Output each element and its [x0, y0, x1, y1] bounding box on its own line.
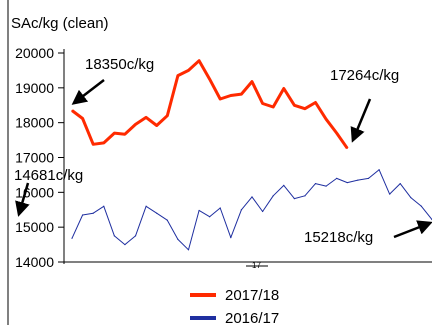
y-tick-label: 20000	[15, 45, 54, 61]
data-point	[325, 185, 327, 187]
data-point	[399, 183, 401, 185]
data-point	[177, 238, 179, 240]
y-axis-title: SAc/kg (clean)	[11, 15, 109, 32]
legend-label-2017-18: 2017/18	[225, 287, 279, 304]
annotations: 18350c/kg 17264c/kg 14681c/kg 15218c/kg	[14, 56, 432, 246]
data-point	[198, 209, 200, 212]
annotation-arrow	[71, 79, 105, 105]
data-point	[272, 195, 274, 197]
data-point	[71, 237, 73, 239]
data-point	[293, 198, 295, 200]
data-point	[293, 104, 295, 106]
data-point	[251, 196, 253, 198]
data-point	[357, 179, 359, 181]
data-point	[81, 214, 84, 216]
data-point	[134, 235, 137, 237]
y-tick-label: 14000	[15, 254, 54, 270]
data-point	[209, 216, 211, 218]
data-point	[410, 196, 412, 199]
data-point	[113, 235, 115, 237]
data-point	[113, 132, 115, 134]
data-point	[124, 243, 126, 246]
legend: 2017/18 2016/17	[190, 287, 279, 325]
annotation-arrow	[393, 220, 432, 239]
data-point	[103, 205, 105, 207]
data-point	[219, 98, 221, 100]
data-point	[251, 80, 253, 83]
data-point	[230, 237, 232, 239]
y-tick-label: 18000	[15, 115, 54, 131]
data-point	[336, 132, 338, 134]
data-point	[420, 205, 423, 207]
data-point	[187, 249, 190, 251]
data-point	[71, 109, 73, 112]
data-point	[314, 183, 317, 185]
data-point	[134, 123, 137, 126]
data-point	[240, 209, 243, 211]
y-tick-label: 15000	[15, 219, 54, 235]
y-tick-label: 17000	[15, 150, 54, 166]
data-point	[177, 75, 179, 77]
annotation-arrow	[350, 98, 372, 143]
data-point	[389, 193, 391, 195]
data-point	[336, 177, 338, 179]
data-point	[81, 117, 84, 120]
series-lines	[71, 59, 432, 251]
data-point	[378, 169, 380, 171]
data-point	[92, 143, 94, 145]
data-point	[145, 205, 147, 207]
data-point	[187, 69, 190, 72]
annotation-label: 17264c/kg	[330, 67, 399, 84]
data-point	[124, 133, 126, 135]
data-point	[314, 101, 317, 104]
data-point	[261, 102, 264, 105]
data-point	[166, 219, 168, 221]
series-line-2017-18	[71, 59, 349, 150]
data-point	[325, 118, 327, 120]
data-point	[304, 195, 306, 197]
data-point	[209, 78, 211, 80]
legend-label-2016-17: 2016/17	[225, 310, 279, 325]
annotation-label: 15218c/kg	[304, 229, 373, 246]
data-point	[92, 212, 94, 214]
data-point	[156, 212, 158, 214]
series-line-2016-17	[71, 169, 432, 251]
data-point	[346, 147, 348, 149]
x-tick-label: 17	[252, 261, 261, 270]
annotation-label: 18350c/kg	[85, 56, 154, 73]
data-point	[304, 108, 306, 110]
data-point	[261, 210, 264, 213]
data-point	[219, 207, 221, 209]
y-tick-label: 16000	[15, 184, 54, 200]
data-point	[198, 60, 200, 62]
data-point	[240, 93, 243, 95]
annotation-label: 14681c/kg	[14, 167, 83, 184]
data-point	[103, 142, 105, 144]
data-point	[367, 177, 370, 179]
data-point	[156, 124, 158, 127]
data-point	[283, 184, 285, 186]
data-point	[272, 106, 274, 108]
data-point	[283, 87, 285, 90]
annotation-arrow	[15, 182, 30, 217]
data-point	[346, 181, 348, 184]
data-point	[230, 94, 232, 97]
y-tick-label: 19000	[15, 80, 54, 96]
data-point	[145, 116, 147, 119]
data-point	[166, 115, 168, 117]
y-ticks: 14000 15000 16000 17000 18000 19000 20000	[15, 45, 64, 270]
